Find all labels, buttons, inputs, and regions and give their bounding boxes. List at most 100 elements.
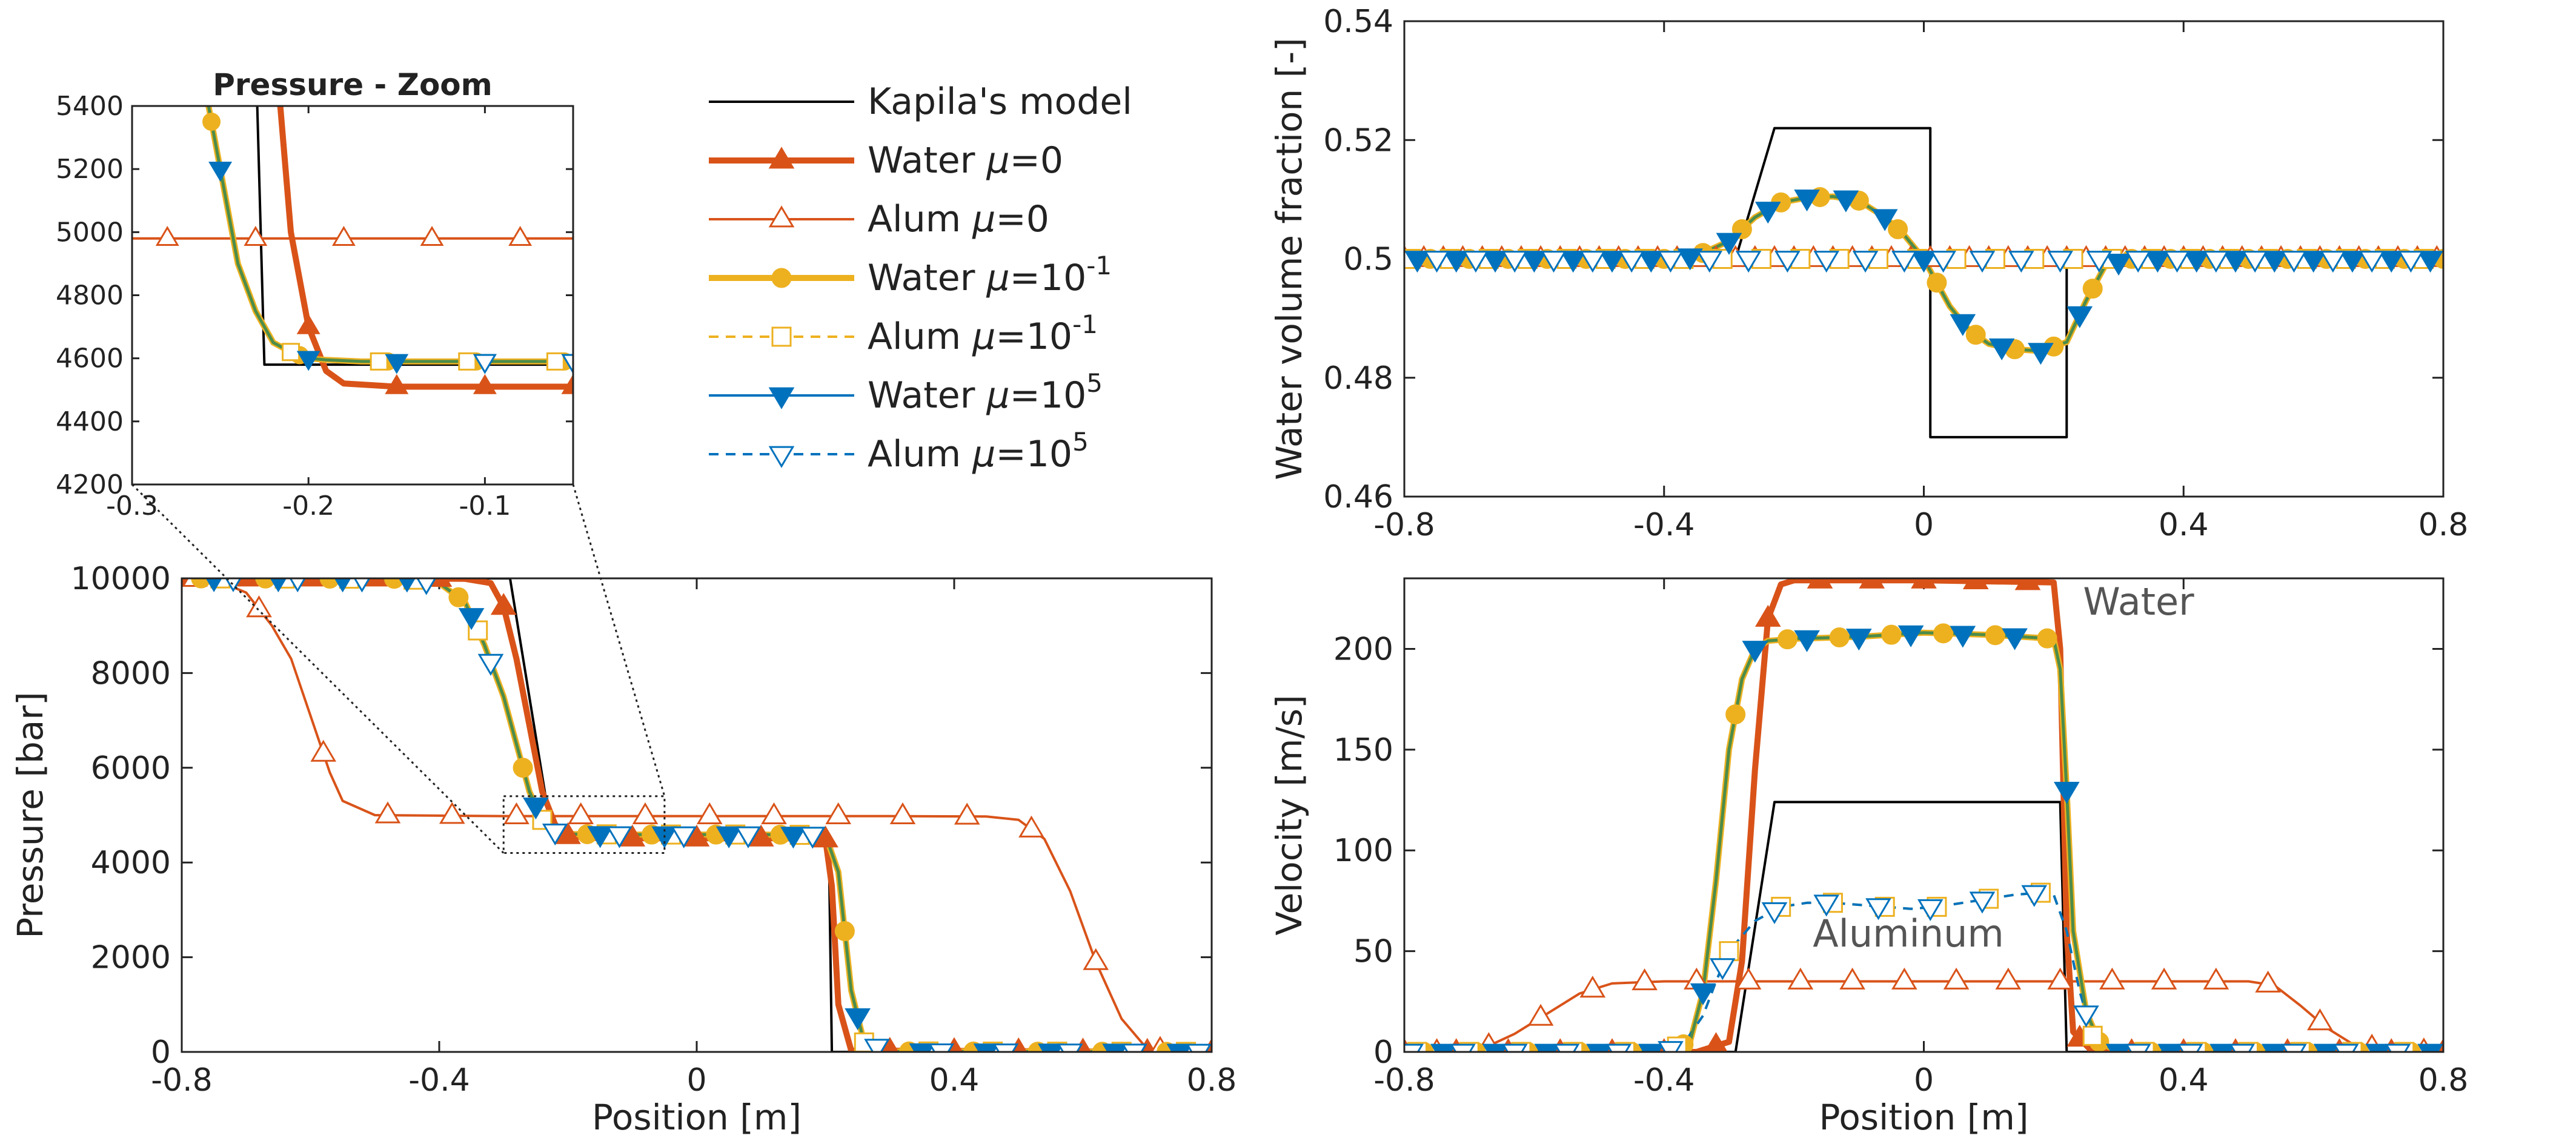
marker-alum-mu5 xyxy=(1891,251,1917,273)
marker-alum-mu5 xyxy=(2125,251,2151,273)
marker-water-mu5 xyxy=(1950,314,1976,336)
marker-alum-mu5 xyxy=(2398,251,2424,273)
legend-label-name: Kapila's model xyxy=(868,81,1132,123)
marker-water-mu0 xyxy=(812,825,838,848)
marker-water-mu5 xyxy=(1534,1043,1561,1052)
marker-alum-mu5 xyxy=(992,1043,1019,1052)
marker-alum-mu0 xyxy=(244,225,268,246)
marker-alum-mu5 xyxy=(2320,251,2346,273)
y-axis-label: Velocity [m/s] xyxy=(1269,695,1310,935)
marker-alum-mu5 xyxy=(1462,251,1489,273)
marker-alum-mu5 xyxy=(928,1043,955,1052)
marker-water-mu5 xyxy=(845,1008,871,1031)
marker-water-mu1 xyxy=(1881,624,1902,645)
marker-alum-mu5 xyxy=(2008,251,2034,273)
marker-water-mu5 xyxy=(2339,251,2366,273)
y-tick-label: 5000 xyxy=(56,217,124,248)
y-tick-label: 100 xyxy=(1333,833,1393,869)
marker-water-mu5 xyxy=(1586,1043,1612,1052)
legend-item-alum-mu5: Alum μ=105 xyxy=(709,427,1089,475)
marker-water-mu5 xyxy=(270,578,287,593)
x-tick-label: 0 xyxy=(1914,1062,1934,1099)
legend-label-exponent: -1 xyxy=(1072,309,1098,339)
legend-label: Kapila's model xyxy=(868,81,1132,123)
marker-water-mu0 xyxy=(1807,578,1833,589)
marker-water-mu5 xyxy=(2222,251,2249,273)
marker-water-mu5 xyxy=(1716,233,1742,255)
y-tick-label: 0.48 xyxy=(1323,360,1393,397)
y-tick-label: 0.54 xyxy=(1323,4,1393,40)
marker-alum-mu5 xyxy=(1852,251,1879,273)
marker-alum-mu1 xyxy=(1719,941,1739,962)
plot-background xyxy=(132,106,573,484)
marker-alum-mu5 xyxy=(1450,1043,1476,1052)
marker-alum-mu0 xyxy=(2099,967,2125,990)
legend-label: Water μ=0 xyxy=(868,139,1063,182)
zoom-connector-left xyxy=(131,483,505,854)
axes-pressure-zoom: -0.3 -0.2 -0.1 4200 4400 4600 4800 5000 5200 5400… xyxy=(56,67,574,521)
marker-alum-mu5 xyxy=(1969,251,1996,273)
marker-water-mu5 xyxy=(973,1043,1000,1052)
marker-water-mu5 xyxy=(2313,1043,2340,1052)
marker-water-mu5 xyxy=(2378,251,2405,273)
y-tick-label: 50 xyxy=(1353,934,1393,970)
legend-marker xyxy=(768,446,795,468)
y-axis-label: Water volume fraction [-] xyxy=(1269,38,1310,480)
axes-velocity: -0.8 -0.4 0 0.4 0.8 0 50 100 150 200 Position [m] V… xyxy=(1269,577,2468,1138)
marker-alum-mu5 xyxy=(1813,894,1840,917)
y-tick-label: 0 xyxy=(151,1034,171,1071)
marker-alum-mu0 xyxy=(761,802,787,824)
marker-alum-mu5 xyxy=(1501,1043,1528,1052)
plot-background xyxy=(1404,578,2443,1052)
y-tick-label: 4800 xyxy=(56,280,124,311)
marker-water-mu1 xyxy=(1888,219,1908,239)
marker-alum-mu5 xyxy=(1969,891,1996,914)
marker-alum-mu5 xyxy=(2332,1043,2359,1052)
marker-water-mu5 xyxy=(780,827,806,849)
marker-alum-mu5 xyxy=(1501,251,1528,273)
marker-alum-mu5 xyxy=(1709,958,1736,980)
axes-frame xyxy=(181,577,1213,1053)
marker-water-mu5 xyxy=(2002,628,2028,650)
y-tick-label: 2000 xyxy=(91,940,171,976)
marker-water-mu5 xyxy=(1599,251,1625,273)
marker-alum-mu0 xyxy=(568,802,594,824)
marker-water-mu5 xyxy=(1482,251,1509,273)
marker-alum-mu0 xyxy=(2047,967,2073,990)
marker-water-mu0 xyxy=(561,374,573,394)
series-line-kapila xyxy=(1404,801,2443,1052)
marker-water-mu5 xyxy=(1754,202,1781,224)
x-tick-label: -0.3 xyxy=(106,491,158,521)
marker-alum-mu0 xyxy=(2255,970,2281,993)
legend-item-water-mu0: Water μ=0 xyxy=(709,139,1063,182)
marker-alum-mu0 xyxy=(155,225,179,246)
chart-title: Pressure - Zoom xyxy=(213,67,493,102)
marker-water-mu5 xyxy=(458,608,485,630)
marker-water-mu0 xyxy=(1911,578,1937,589)
marker-alum-mu0 xyxy=(1735,967,1762,990)
marker-water-mu0 xyxy=(473,374,497,394)
marker-alum-mu0 xyxy=(825,802,852,824)
x-tick-label: -0.8 xyxy=(151,1062,212,1099)
series-line-alum-mu0 xyxy=(1404,980,2443,1052)
marker-alum-mu5 xyxy=(1735,251,1762,273)
x-tick-label: -0.2 xyxy=(282,491,334,521)
marker-alum-mu0 xyxy=(310,739,337,762)
x-tick-label: 0.8 xyxy=(2418,507,2469,543)
legend-label-name: Alum xyxy=(868,433,972,475)
marker-water-mu5 xyxy=(2028,343,2054,365)
marker-water-mu1 xyxy=(1965,325,1986,345)
y-tick-label: 200 xyxy=(1333,631,1393,667)
marker-water-mu1 xyxy=(2082,279,2103,299)
marker-water-mu1 xyxy=(1777,629,1798,650)
marker-water-mu1 xyxy=(1985,625,2005,646)
axes-pressure: -0.8 -0.4 0 0.4 0.8 0 2000 4000 6000 8000 10000 Pos… xyxy=(10,561,1237,1138)
marker-water-mu0 xyxy=(490,593,517,615)
marker-water-mu5 xyxy=(1950,626,1976,648)
marker-water-mu5 xyxy=(398,578,416,593)
marker-water-mu5 xyxy=(1560,251,1587,273)
x-axis-label: Position [m] xyxy=(1819,1097,2028,1138)
marker-water-mu5 xyxy=(205,578,222,592)
marker-alum-mu1 xyxy=(2082,1025,2103,1046)
marker-alum-mu5 xyxy=(1404,1043,1424,1052)
